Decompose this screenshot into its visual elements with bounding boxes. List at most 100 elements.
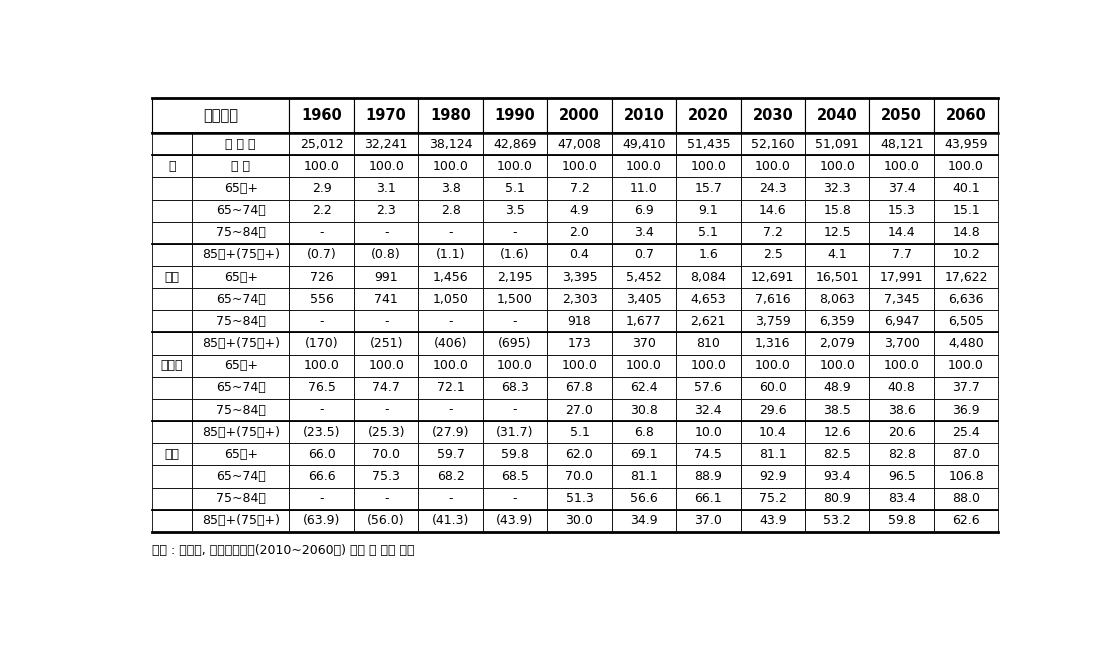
Text: (1.1): (1.1): [436, 248, 466, 261]
Bar: [805, 465, 869, 487]
Bar: [482, 133, 547, 156]
Bar: [153, 133, 192, 156]
Bar: [805, 288, 869, 310]
Bar: [547, 487, 612, 510]
Bar: [869, 332, 934, 354]
Bar: [482, 200, 547, 222]
Text: (56.0): (56.0): [368, 515, 405, 527]
Bar: [547, 244, 612, 266]
Bar: [153, 443, 192, 465]
Bar: [934, 266, 998, 288]
Text: 100.0: 100.0: [432, 359, 469, 372]
Text: 100.0: 100.0: [561, 359, 597, 372]
Text: 29.6: 29.6: [759, 404, 786, 417]
Text: 7,616: 7,616: [755, 293, 791, 306]
Text: 75~84세: 75~84세: [216, 226, 265, 239]
Bar: [934, 222, 998, 244]
Text: 65~74세: 65~74세: [216, 204, 265, 217]
Bar: [805, 98, 869, 133]
Bar: [612, 510, 676, 532]
Bar: [676, 200, 741, 222]
Bar: [547, 200, 612, 222]
Text: 810: 810: [696, 337, 721, 350]
Text: (695): (695): [498, 337, 531, 350]
Text: 100.0: 100.0: [497, 359, 532, 372]
Text: 37.0: 37.0: [694, 515, 722, 527]
Text: 2,303: 2,303: [561, 293, 597, 306]
Bar: [805, 421, 869, 443]
Text: 100.0: 100.0: [755, 359, 791, 372]
Text: 1960: 1960: [301, 108, 342, 123]
Bar: [419, 421, 482, 443]
Text: 15.7: 15.7: [694, 182, 722, 195]
Bar: [153, 266, 192, 288]
Text: 173: 173: [567, 337, 592, 350]
Text: 74.5: 74.5: [694, 448, 722, 461]
Bar: [153, 465, 192, 487]
Bar: [547, 510, 612, 532]
Bar: [676, 421, 741, 443]
Text: 556: 556: [310, 293, 333, 306]
Bar: [676, 510, 741, 532]
Bar: [547, 222, 612, 244]
Text: 3.1: 3.1: [377, 182, 395, 195]
Bar: [741, 421, 805, 443]
Text: 370: 370: [632, 337, 656, 350]
Text: 82.5: 82.5: [823, 448, 851, 461]
Bar: [290, 200, 354, 222]
Bar: [419, 465, 482, 487]
Text: 30.0: 30.0: [566, 515, 594, 527]
Text: 4,480: 4,480: [948, 337, 984, 350]
Text: 69.1: 69.1: [631, 448, 657, 461]
Bar: [547, 376, 612, 399]
Text: 2.9: 2.9: [312, 182, 332, 195]
Bar: [547, 399, 612, 421]
Text: 75~84세: 75~84세: [216, 404, 265, 417]
Text: 726: 726: [310, 271, 333, 284]
Text: 100.0: 100.0: [691, 160, 726, 173]
Bar: [741, 200, 805, 222]
Text: 0.7: 0.7: [634, 248, 654, 261]
Text: 85세+(75세+): 85세+(75세+): [202, 426, 280, 439]
Text: 53.2: 53.2: [823, 515, 851, 527]
Text: -: -: [448, 492, 452, 505]
Text: 6,359: 6,359: [820, 315, 856, 328]
Bar: [153, 310, 192, 332]
Bar: [741, 354, 805, 376]
Text: 68.2: 68.2: [437, 470, 465, 483]
Text: 100.0: 100.0: [304, 160, 340, 173]
Text: 75~84세: 75~84세: [216, 492, 265, 505]
Text: 66.0: 66.0: [307, 448, 335, 461]
Text: 38.6: 38.6: [888, 404, 916, 417]
Bar: [192, 244, 290, 266]
Bar: [934, 421, 998, 443]
Text: 88.0: 88.0: [952, 492, 980, 505]
Bar: [547, 133, 612, 156]
Bar: [482, 487, 547, 510]
Text: 100.0: 100.0: [369, 160, 404, 173]
Bar: [934, 310, 998, 332]
Text: 85세+(75세+): 85세+(75세+): [202, 248, 280, 261]
Bar: [676, 266, 741, 288]
Text: 100.0: 100.0: [304, 359, 340, 372]
Text: -: -: [448, 404, 452, 417]
Text: 6,505: 6,505: [948, 315, 984, 328]
Bar: [869, 222, 934, 244]
Bar: [676, 376, 741, 399]
Bar: [153, 354, 192, 376]
Text: 3,700: 3,700: [883, 337, 919, 350]
Bar: [676, 487, 741, 510]
Bar: [612, 133, 676, 156]
Bar: [290, 310, 354, 332]
Text: -: -: [512, 315, 517, 328]
Text: 62.4: 62.4: [631, 382, 657, 395]
Text: 32,241: 32,241: [364, 138, 408, 151]
Bar: [192, 222, 290, 244]
Bar: [153, 332, 192, 354]
Bar: [354, 510, 419, 532]
Bar: [676, 244, 741, 266]
Text: 25,012: 25,012: [300, 138, 343, 151]
Text: 43,959: 43,959: [945, 138, 988, 151]
Text: 85세+(75세+): 85세+(75세+): [202, 515, 280, 527]
Text: 10.2: 10.2: [952, 248, 980, 261]
